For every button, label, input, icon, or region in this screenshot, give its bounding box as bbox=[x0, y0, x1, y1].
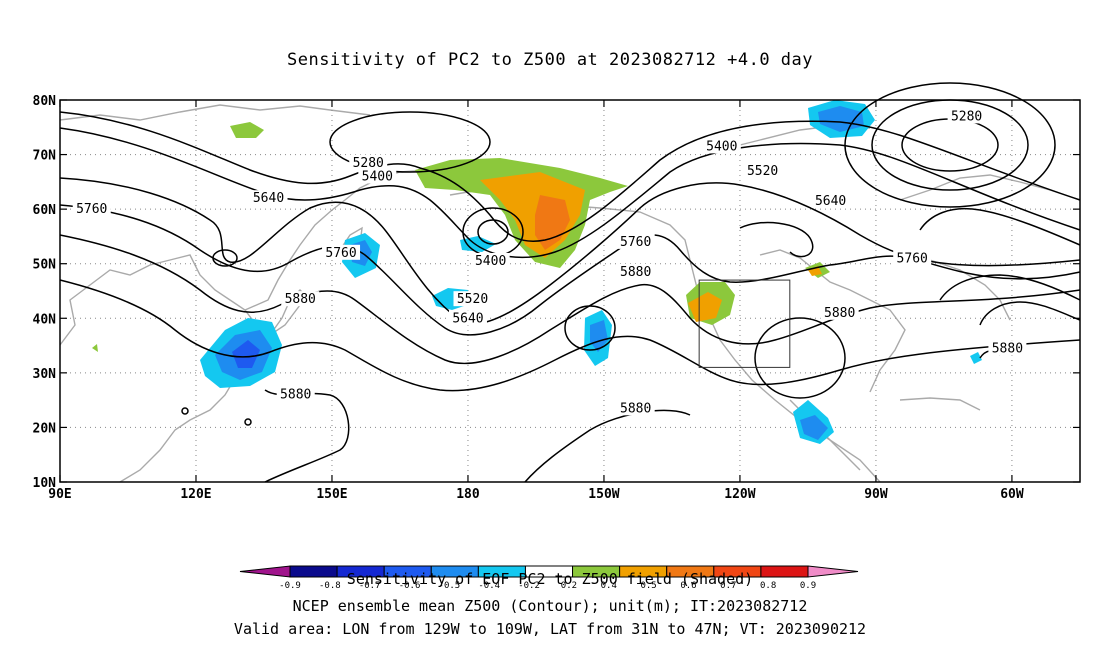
contour-label: 5880 bbox=[992, 341, 1023, 356]
colorbar-label: -0.6 bbox=[399, 581, 421, 591]
lon-label: 90W bbox=[864, 487, 888, 502]
colorbar-label: -0.8 bbox=[319, 581, 341, 591]
lon-label: 120W bbox=[724, 487, 755, 502]
colorbar-label: 0.2 bbox=[561, 581, 577, 591]
colorbar-label: 0.7 bbox=[720, 581, 736, 591]
contour-label: 5520 bbox=[457, 292, 488, 307]
contour-label-bg bbox=[988, 340, 1027, 356]
colorbar-label: 0.8 bbox=[760, 581, 776, 591]
caption-contour: NCEP ensemble mean Z500 (Contour); unit(… bbox=[292, 597, 808, 615]
latitude-labels: 80N 70N 60N 50N 40N 30N 20N 10N bbox=[33, 94, 57, 491]
map-title: Sensitivity of PC2 to Z500 at 2023082712… bbox=[286, 50, 813, 70]
contour-labels: 5400552056405280528054005640576057605880… bbox=[72, 108, 1027, 416]
lon-label: 90E bbox=[48, 487, 71, 502]
colorbar-label: -0.4 bbox=[478, 581, 500, 591]
contour-label-bg bbox=[358, 168, 397, 184]
valid-area-box bbox=[698, 279, 791, 368]
colorbar: -0.9 -0.8 -0.7 -0.6 -0.5 -0.4 -0.2 0.2 0.4 0.5 0.6… bbox=[239, 565, 859, 591]
lon-label: 120E bbox=[180, 487, 211, 502]
contour-label-bg bbox=[349, 154, 388, 170]
coastlines bbox=[59, 104, 1081, 483]
sensitivity-shading bbox=[92, 100, 998, 444]
contour-label: 5880 bbox=[620, 401, 651, 416]
colorbar-label: -0.7 bbox=[359, 581, 381, 591]
contour-label: 5520 bbox=[747, 164, 778, 179]
contour-label: 5760 bbox=[76, 202, 107, 217]
colorbar-label: 0.6 bbox=[680, 581, 696, 591]
contour-label-bg bbox=[820, 304, 859, 320]
z500-contours bbox=[59, 82, 1081, 483]
map-frame bbox=[59, 99, 1081, 483]
contour-label-bg bbox=[281, 291, 320, 307]
contour-label: 5280 bbox=[353, 156, 384, 171]
contour-label-bg bbox=[249, 190, 288, 206]
contour-label-bg bbox=[811, 192, 850, 208]
axis-ticks bbox=[59, 99, 1080, 483]
graticule bbox=[60, 100, 1080, 482]
contour-label: 5880 bbox=[280, 388, 311, 403]
contour-label: 5640 bbox=[253, 191, 284, 206]
lon-label: 60W bbox=[1000, 487, 1024, 502]
contour-label-bg bbox=[471, 252, 510, 268]
lat-label: 60N bbox=[33, 203, 57, 218]
contour-label-bg bbox=[448, 310, 487, 326]
lat-label: 20N bbox=[33, 421, 57, 436]
colorbar-label: -0.5 bbox=[439, 581, 461, 591]
contour-label-bg bbox=[893, 250, 932, 266]
contour-label: 5760 bbox=[325, 246, 356, 261]
contour-label: 5880 bbox=[285, 292, 316, 307]
lat-label: 10N bbox=[33, 476, 57, 491]
contour-label: 5640 bbox=[452, 311, 483, 326]
lat-label: 50N bbox=[33, 258, 57, 273]
contour-label: 5400 bbox=[475, 254, 506, 269]
colorbar-label: -0.2 bbox=[518, 581, 540, 591]
caption-valid-area: Valid area: LON from 129W to 109W, LAT f… bbox=[233, 620, 867, 638]
colorbar-label: 0.4 bbox=[601, 581, 617, 591]
contour-label: 5880 bbox=[824, 306, 855, 321]
lat-label: 40N bbox=[33, 312, 57, 327]
lon-label: 150W bbox=[588, 487, 619, 502]
lon-label: 150E bbox=[316, 487, 347, 502]
contour-label-bg bbox=[616, 233, 655, 249]
colorbar-label: 0.5 bbox=[640, 581, 656, 591]
contour-label-bg bbox=[947, 108, 986, 124]
contour-label-bg bbox=[72, 201, 111, 217]
colorbar-end bbox=[807, 565, 859, 578]
contour-label-bg bbox=[702, 138, 741, 154]
contour-label: 5400 bbox=[362, 169, 393, 184]
colorbar-label: 0.9 bbox=[800, 581, 816, 591]
contour-label: 5760 bbox=[620, 235, 651, 250]
longitude-labels: 90E 120E 150E 180 150W 120W 90W 60W bbox=[48, 487, 1024, 502]
contour-label-bg bbox=[743, 162, 782, 178]
lat-label: 80N bbox=[33, 94, 57, 109]
colorbar-label: -0.9 bbox=[279, 581, 301, 591]
contour-label-bg bbox=[616, 400, 655, 416]
contour-label: 5280 bbox=[951, 109, 982, 124]
caption-shading: Sensitivity of EOF PC2 to Z500 field (Sh… bbox=[346, 570, 754, 588]
contour-label: 5760 bbox=[897, 251, 928, 266]
contour-label: 5640 bbox=[815, 194, 846, 209]
contour-label-bg bbox=[616, 263, 655, 279]
contour-label-bg bbox=[322, 244, 361, 260]
lat-label: 70N bbox=[33, 149, 57, 164]
lon-label: 180 bbox=[456, 487, 480, 502]
contour-label: 5400 bbox=[706, 139, 737, 154]
contour-label-bg bbox=[276, 386, 315, 402]
lat-label: 30N bbox=[33, 367, 57, 382]
contour-label-bg bbox=[453, 291, 492, 307]
contour-label: 5880 bbox=[620, 265, 651, 280]
